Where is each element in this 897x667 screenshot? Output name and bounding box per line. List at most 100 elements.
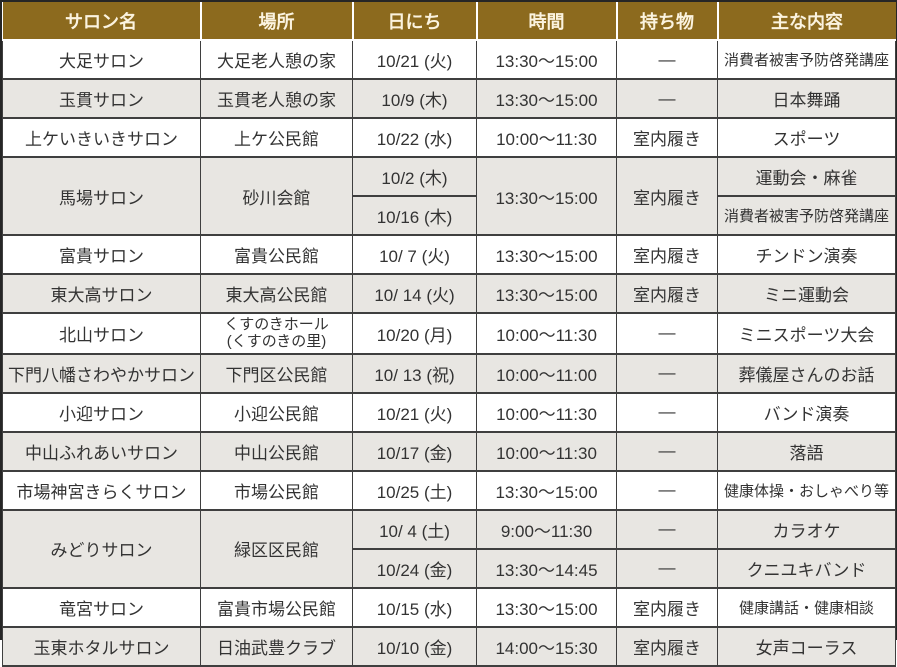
cell-salon-name: 玉貫サロン [2, 78, 201, 119]
table-row: 小迎サロン 小迎公民館 10/21 (火) 10:00～11:30 ― バンド演… [2, 391, 896, 433]
cell-content: 消費者被害予防啓発講座 [717, 195, 896, 236]
column-header-place: 場所 [199, 2, 354, 41]
cell-content: ミニスポーツ大会 [717, 312, 896, 355]
cell-place: 玉貫老人憩の家 [200, 78, 353, 119]
cell-date: 10/25 (土) [352, 469, 477, 511]
cell-items: 室内履き [616, 586, 718, 628]
cell-content: 健康講話・健康相談 [717, 586, 896, 628]
cell-time: 13:30～14:45 [476, 547, 617, 589]
cell-salon-name: 小迎サロン [2, 391, 201, 433]
cell-items: ― [616, 547, 718, 589]
cell-date: 10/21 (火) [352, 391, 477, 433]
cell-time: 13:30～15:00 [476, 39, 617, 80]
cell-salon-name: 玉東ホタルサロン [2, 625, 201, 667]
table-row: 北山サロン くすのきホール (くすのきの里) 10/20 (月) 10:00～11… [2, 312, 896, 355]
cell-date: 10/24 (金) [352, 547, 477, 589]
table-subrow: 10/24 (金) 13:30～14:45 ― クニユキバンド [3, 547, 896, 589]
cell-content: カラオケ [717, 508, 896, 550]
cell-content: 葬儀屋さんのお話 [717, 352, 896, 394]
table-row: 玉貫サロン 玉貫老人憩の家 10/9 (木) 13:30～15:00 ― 日本舞… [2, 78, 896, 119]
cell-place: 市場公民館 [200, 469, 353, 511]
cell-items: ― [616, 508, 718, 550]
cell-time: 13:30～15:00 [476, 234, 617, 275]
cell-place: 下門区公民館 [200, 352, 353, 394]
cell-date: 10/10 (金) [352, 625, 477, 667]
cell-date: 10/20 (月) [352, 312, 477, 355]
cell-time: 9:00～11:30 [476, 508, 617, 550]
table-row: みどりサロン 緑区区民館 10/ 4 (土) 9:00～11:30 ― カラオケ [2, 508, 896, 589]
cell-date: 10/21 (火) [352, 39, 477, 80]
cell-date: 10/17 (金) [352, 430, 477, 472]
cell-items: ― [616, 312, 718, 355]
cell-items: ― [616, 352, 718, 394]
place-line-2: (くすのきの里) [226, 333, 327, 351]
cell-items: 室内履き [616, 156, 718, 236]
cell-place: くすのきホール (くすのきの里) [200, 312, 353, 355]
cell-salon-name: 竜宮サロン [2, 586, 201, 628]
column-header-time: 時間 [475, 2, 618, 41]
cell-items: ― [616, 469, 718, 511]
table-row: 大足サロン 大足老人憩の家 10/21 (火) 13:30～15:00 ― 消費… [2, 39, 896, 80]
table-row: 東大高サロン 東大高公民館 10/ 14 (火) 13:30～15:00 室内履… [2, 273, 896, 314]
cell-items: ― [616, 430, 718, 472]
cell-place: 富貴公民館 [200, 234, 353, 275]
cell-date: 10/ 13 (祝) [352, 352, 477, 394]
cell-content: 日本舞踊 [717, 78, 896, 119]
cell-content: 落語 [717, 430, 896, 472]
cell-items: ― [616, 391, 718, 433]
cell-content: クニユキバンド [717, 547, 896, 589]
cell-content: 健康体操・おしゃべり等 [717, 469, 896, 511]
cell-items: ― [616, 78, 718, 119]
table-row: 馬場サロン 砂川会館 10/2 (木) 13:30～15:00 室内履き 運動会… [2, 156, 896, 236]
cell-content: スポーツ [717, 117, 896, 158]
cell-date: 10/22 (水) [352, 117, 477, 158]
column-header-items: 持ち物 [615, 2, 719, 41]
cell-date: 10/ 14 (火) [352, 273, 477, 314]
cell-place: 東大高公民館 [200, 273, 353, 314]
cell-salon-name: 下門八幡さわやかサロン [2, 352, 201, 394]
cell-place: 緑区区民館 [200, 508, 353, 589]
cell-date: 10/2 (木) [352, 156, 477, 197]
cell-time: 14:00～15:30 [476, 625, 617, 667]
cell-salon-name: 北山サロン [2, 312, 201, 355]
cell-date: 10/ 4 (土) [352, 508, 477, 550]
place-line-1: くすのきホール [224, 316, 329, 333]
cell-salon-name: みどりサロン [2, 508, 201, 589]
cell-content: バンド演奏 [717, 391, 896, 433]
header-row: サロン名 場所 日にち 時間 持ち物 主な内容 [2, 2, 896, 41]
column-header-content: 主な内容 [716, 2, 896, 41]
cell-date: 10/ 7 (火) [352, 234, 477, 275]
cell-date: 10/16 (木) [352, 195, 477, 236]
cell-salon-name: 中山ふれあいサロン [2, 430, 201, 472]
cell-time: 13:30～15:00 [476, 273, 617, 314]
cell-salon-name: 大足サロン [2, 39, 201, 80]
cell-place: 富貴市場公民館 [200, 586, 353, 628]
cell-place: 砂川会館 [200, 156, 353, 236]
cell-time: 13:30～15:00 [476, 586, 617, 628]
cell-items: 室内履き [616, 273, 718, 314]
cell-content: 消費者被害予防啓発講座 [717, 39, 896, 80]
table-row: 上ケいきいきサロン 上ケ公民館 10/22 (水) 10:00～11:30 室内… [2, 117, 896, 158]
cell-salon-name: 馬場サロン [2, 156, 201, 236]
cell-place: 大足老人憩の家 [200, 39, 353, 80]
cell-date: 10/9 (木) [352, 78, 477, 119]
cell-salon-name: 富貴サロン [2, 234, 201, 275]
cell-items: 室内履き [616, 117, 718, 158]
column-header-date: 日にち [351, 2, 478, 41]
cell-time: 10:00～11:30 [476, 312, 617, 355]
cell-content: チンドン演奏 [717, 234, 896, 275]
table-row: 下門八幡さわやかサロン 下門区公民館 10/ 13 (祝) 10:00～11:0… [2, 352, 896, 394]
cell-items: 室内履き [616, 625, 718, 667]
cell-salon-name: 東大高サロン [2, 273, 201, 314]
cell-place: 中山公民館 [200, 430, 353, 472]
cell-time: 10:00～11:30 [476, 117, 617, 158]
cell-content: ミニ運動会 [717, 273, 896, 314]
table-subrow: 10/16 (木) 消費者被害予防啓発講座 [3, 195, 896, 236]
table-row: 玉東ホタルサロン 日油武豊クラブ 10/10 (金) 14:00～15:30 室… [2, 625, 896, 667]
cell-place: 小迎公民館 [200, 391, 353, 433]
cell-place: 日油武豊クラブ [200, 625, 353, 667]
cell-time: 10:00～11:30 [476, 391, 617, 433]
table-row: 竜宮サロン 富貴市場公民館 10/15 (水) 13:30～15:00 室内履き… [2, 586, 896, 628]
